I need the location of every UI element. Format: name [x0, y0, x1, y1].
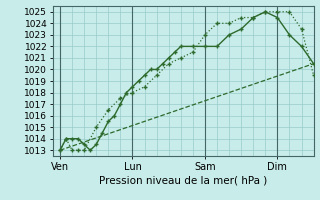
X-axis label: Pression niveau de la mer( hPa ): Pression niveau de la mer( hPa ): [99, 176, 267, 186]
